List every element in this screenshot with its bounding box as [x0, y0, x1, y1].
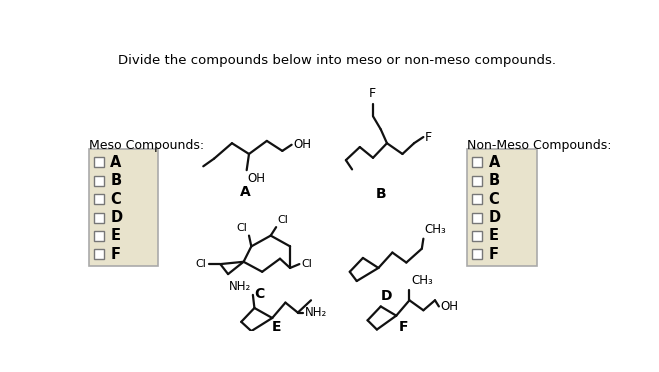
Text: Cl: Cl — [302, 259, 312, 269]
Text: A: A — [240, 185, 250, 199]
Text: NH₂: NH₂ — [229, 280, 251, 293]
Text: Divide the compounds below into meso or non-meso compounds.: Divide the compounds below into meso or … — [119, 54, 556, 67]
Bar — [473, 176, 482, 186]
Bar — [94, 157, 104, 167]
Text: C: C — [254, 287, 264, 301]
Text: B: B — [110, 173, 121, 188]
Bar — [94, 231, 104, 241]
Bar — [473, 212, 482, 222]
Text: Cl: Cl — [196, 259, 206, 269]
Text: CH₃: CH₃ — [424, 223, 446, 236]
Text: B: B — [376, 187, 386, 201]
Text: B: B — [488, 173, 500, 188]
Text: E: E — [488, 228, 498, 244]
Bar — [94, 212, 104, 222]
Text: F: F — [368, 87, 376, 100]
FancyBboxPatch shape — [88, 150, 158, 266]
Bar — [473, 250, 482, 260]
Text: A: A — [488, 154, 500, 170]
Bar — [94, 194, 104, 204]
Text: Cl: Cl — [277, 215, 289, 225]
Bar — [94, 176, 104, 186]
Text: C: C — [488, 192, 500, 206]
Text: OH: OH — [440, 300, 459, 313]
Text: F: F — [425, 131, 432, 144]
Text: D: D — [381, 289, 393, 304]
Text: CH₃: CH₃ — [411, 274, 433, 287]
Bar — [473, 157, 482, 167]
FancyBboxPatch shape — [467, 150, 536, 266]
Text: C: C — [110, 192, 121, 206]
Text: NH₂: NH₂ — [305, 306, 327, 319]
Text: E: E — [272, 320, 281, 334]
Text: OH: OH — [293, 138, 311, 151]
Text: Cl: Cl — [237, 222, 247, 232]
Bar — [473, 194, 482, 204]
Text: Meso Compounds:: Meso Compounds: — [88, 139, 204, 151]
Text: A: A — [110, 154, 122, 170]
Text: F: F — [488, 247, 498, 262]
Bar — [94, 250, 104, 260]
Bar — [473, 231, 482, 241]
Text: F: F — [110, 247, 121, 262]
Text: E: E — [110, 228, 121, 244]
Text: D: D — [110, 210, 123, 225]
Text: Non-Meso Compounds:: Non-Meso Compounds: — [467, 139, 612, 151]
Text: OH: OH — [247, 172, 266, 185]
Text: D: D — [488, 210, 501, 225]
Text: F: F — [399, 320, 409, 334]
